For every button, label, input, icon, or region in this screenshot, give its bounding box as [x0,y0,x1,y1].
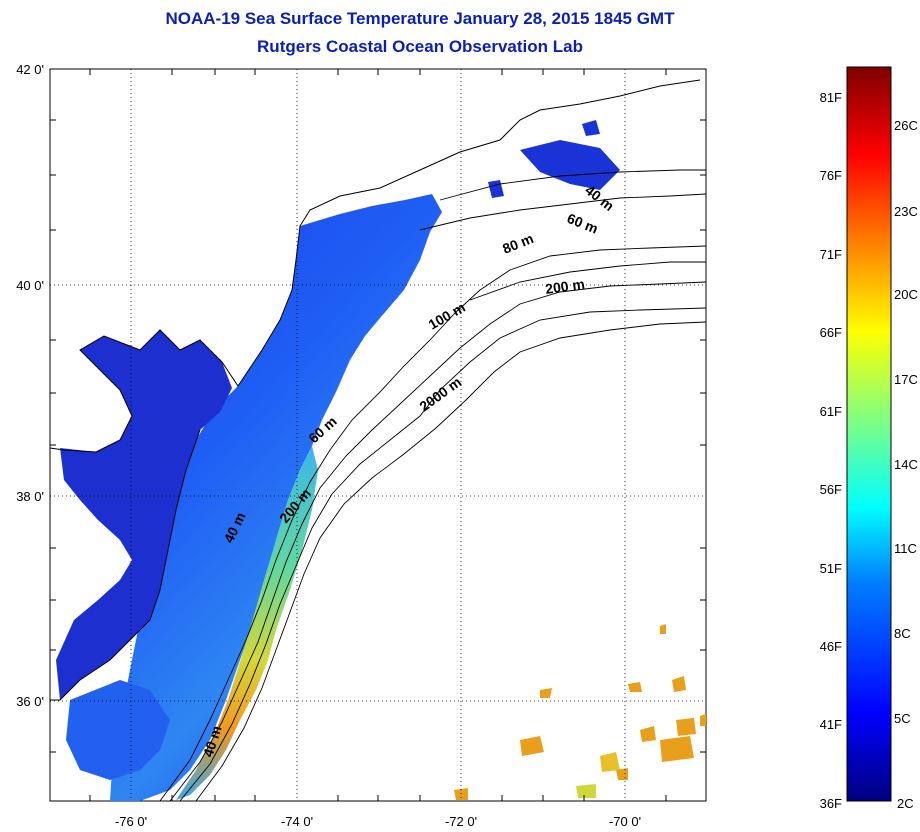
sst-gulf-stream-edge [176,446,318,800]
cb-c-26: 26C [894,118,918,133]
cb-c-14: 14C [894,457,918,472]
cb-c-23: 23C [894,204,918,219]
lon-label-72: -72 0' [445,814,477,829]
lat-label-42: 42 0' [16,62,44,77]
cb-c-5: 5C [894,711,911,726]
coastline [50,79,701,453]
cb-f-56: 56F [820,482,842,497]
depth-label-200m-north: 200 m [544,276,586,297]
colorbar-labels: 81F 76F 71F 66F 61F 56F 51F 46F 41F 36F … [820,90,918,811]
lon-label-74: -74 0' [281,814,313,829]
lon-label-76: -76 0' [115,814,147,829]
cb-f-61: 61F [820,404,842,419]
cb-c-11: 11C [894,541,917,556]
sst-offshore-patch-north [520,140,620,190]
cb-f-41: 41F [820,717,842,732]
cb-f-76: 76F [820,168,842,183]
cb-c-2: 2C [897,796,914,811]
graticule [50,69,706,801]
cb-f-36: 36F [820,796,842,811]
sst-scattered-warm [454,624,706,800]
sst-pamlico-sound [66,680,170,780]
lat-label-40: 40 0' [16,278,44,293]
frame-ticks [50,69,706,801]
sst-offshore-patch-2 [488,180,504,198]
map-content [50,69,706,801]
cb-f-46: 46F [820,639,842,654]
sst-offshore-patch-3 [582,120,600,136]
lat-label-38: 38 0' [16,489,44,504]
cb-f-81: 81F [820,90,842,105]
lat-label-36: 36 0' [16,694,44,709]
cb-f-51: 51F [820,561,842,576]
cb-c-8: 8C [894,626,911,641]
lon-label-70: -70 0' [609,814,641,829]
colorbar [846,66,892,802]
sst-coastal-swath [110,194,442,801]
map-title: NOAA-19 Sea Surface Temperature January … [165,9,675,28]
cb-c-17: 17C [894,372,918,387]
cb-c-20: 20C [894,287,918,302]
cb-f-71: 71F [820,247,842,262]
sst-chesapeake-bay [56,330,232,700]
cb-f-66: 66F [820,325,842,340]
map-subtitle: Rutgers Coastal Ocean Observation Lab [257,37,583,56]
isobaths [159,169,706,801]
coastline-south [50,429,201,701]
